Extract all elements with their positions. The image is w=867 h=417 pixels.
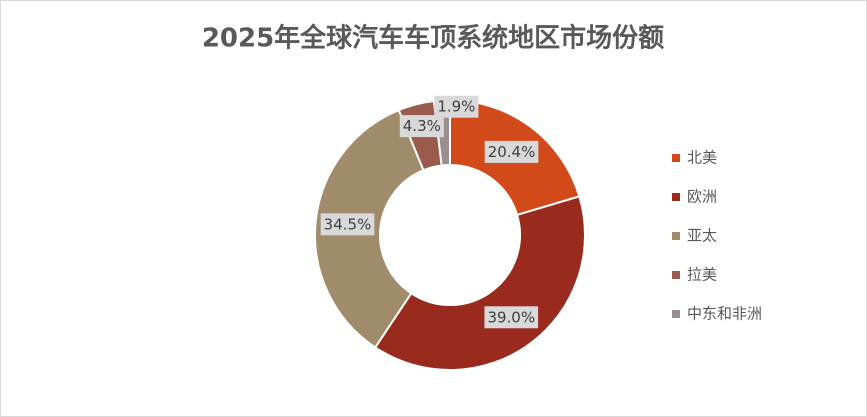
legend-label: 中东和非洲 xyxy=(687,305,762,323)
legend-swatch xyxy=(672,232,680,240)
data-label-box xyxy=(484,306,539,329)
legend-label: 北美 xyxy=(687,149,717,167)
legend-label: 亚太 xyxy=(687,227,717,245)
legend-label: 拉美 xyxy=(687,266,717,284)
data-label-box xyxy=(399,115,444,138)
data-label-box xyxy=(484,140,539,163)
legend-label: 欧洲 xyxy=(687,188,717,206)
data-label: 39.0% xyxy=(487,308,535,326)
legend-swatch xyxy=(672,154,680,162)
legend-swatch xyxy=(672,271,680,279)
data-label: 34.5% xyxy=(324,215,372,233)
chart-title: 2025年全球汽车车顶系统地区市场份额 xyxy=(202,23,664,54)
data-label: 1.9% xyxy=(437,98,475,116)
data-label: 4.3% xyxy=(403,117,441,135)
data-label: 20.4% xyxy=(488,143,536,161)
data-label-box xyxy=(434,95,479,118)
legend-swatch xyxy=(672,193,680,201)
legend-swatch xyxy=(672,310,680,318)
data-label-box xyxy=(320,213,375,236)
